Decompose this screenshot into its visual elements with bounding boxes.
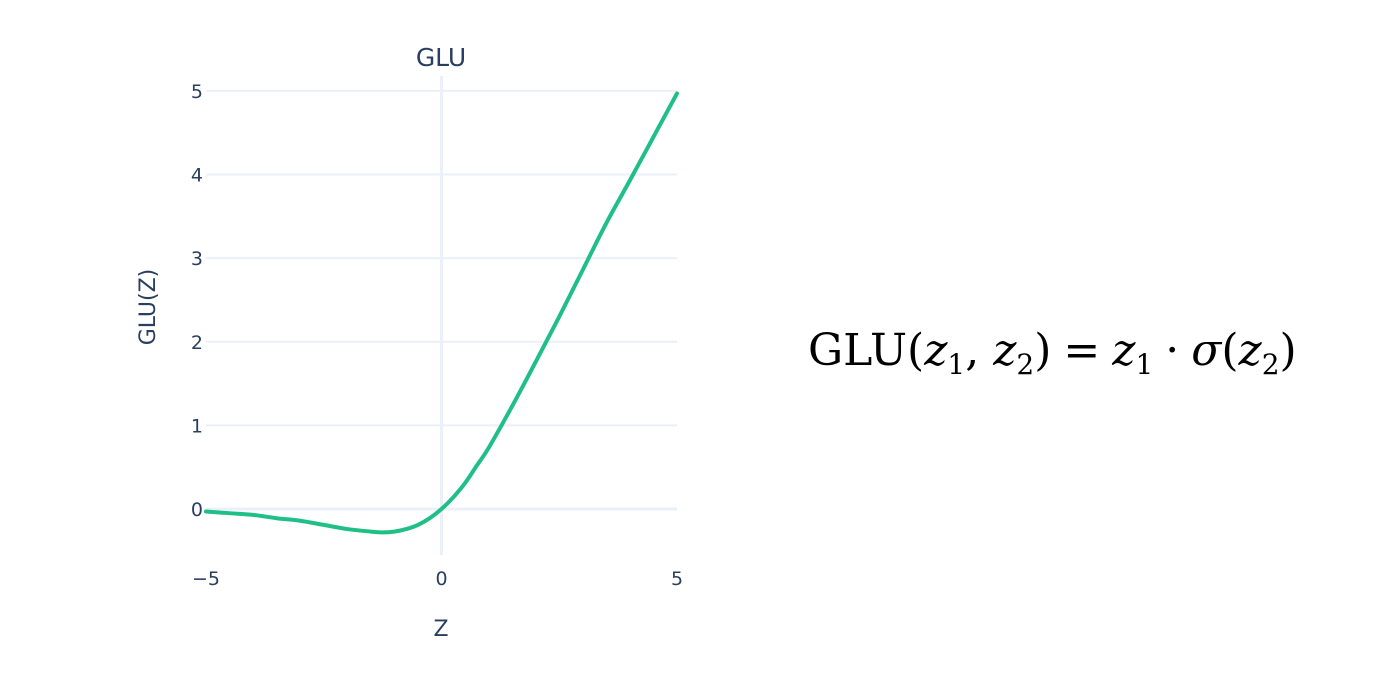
glu-formula: GLU(z1, z2) = z1 · σ(z2)	[808, 316, 1368, 386]
formula-comma: ,	[965, 325, 994, 376]
formula-sigma-open-paren: (	[1221, 325, 1239, 376]
y-axis-title: GLU(Z)	[136, 269, 161, 346]
grid-lines	[206, 76, 677, 555]
y-tick-label-0: 0	[191, 499, 203, 521]
formula-arg2: z	[993, 325, 1017, 376]
x-tick-label-0: 0	[435, 568, 447, 590]
x-axis-title: Z	[433, 617, 448, 642]
formula-equals: =	[1063, 325, 1101, 376]
y-tick-label-3: 3	[191, 248, 203, 270]
glu-line-series	[204, 91, 679, 535]
y-tick-label-1: 1	[191, 415, 203, 437]
formula-sigma-arg: z	[1238, 325, 1262, 376]
formula-rhs-z-subscript: 1	[1135, 348, 1154, 381]
x-tick-label-5: 5	[671, 568, 683, 590]
chart-title: GLU	[416, 43, 466, 72]
formula-open-paren: (	[907, 325, 925, 376]
formula-arg2-subscript: 2	[1016, 348, 1035, 381]
series-line-0	[204, 91, 679, 535]
formula-close-paren: )	[1034, 325, 1052, 376]
formula-arg1-subscript: 1	[947, 348, 966, 381]
formula-rhs-z: z	[1112, 325, 1136, 376]
formula-sigma-close-paren: )	[1279, 325, 1297, 376]
x-tick-label--5: −5	[192, 568, 220, 590]
y-tick-label-5: 5	[191, 81, 203, 103]
formula-sigma-arg-subscript: 2	[1261, 348, 1280, 381]
y-tick-label-4: 4	[191, 165, 203, 187]
formula-function-name: GLU	[808, 325, 908, 376]
tick-labels: 0 1 2 3 4 5 −5 0 5	[191, 81, 683, 590]
y-tick-label-2: 2	[191, 332, 203, 354]
formula-dot: ·	[1165, 325, 1180, 376]
formula-arg1: z	[924, 325, 948, 376]
formula-sigma: σ	[1191, 325, 1222, 376]
